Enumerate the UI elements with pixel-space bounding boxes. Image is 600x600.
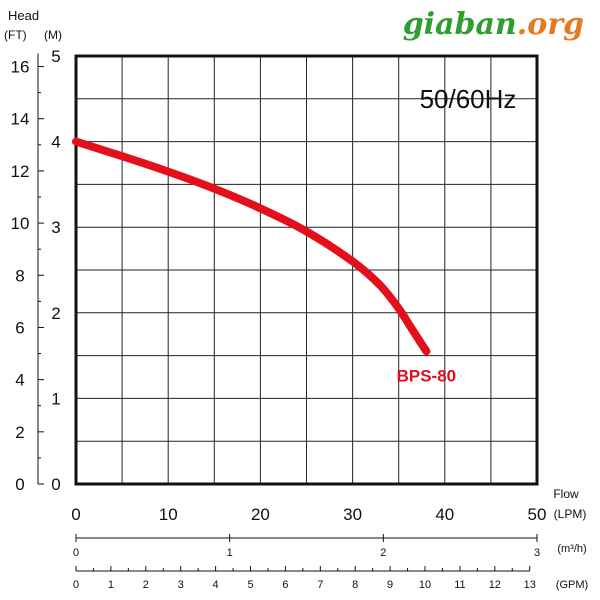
series-line-bps-80 <box>72 137 431 356</box>
head-ft-tick-label: 8 <box>15 266 24 285</box>
head-ft-unit: (FT) <box>4 28 27 42</box>
flow-lpm-tick-label: 40 <box>435 505 454 524</box>
head-ft-tick-label: 14 <box>11 110 30 129</box>
flow-axis-label: Flow <box>553 487 579 501</box>
flow-gpm-tick-label: 12 <box>489 579 501 591</box>
head-m-tick-label: 2 <box>51 304 60 323</box>
flow-lpm-tick-label: 30 <box>343 505 362 524</box>
flow-gpm-tick-label: 0 <box>73 579 79 591</box>
logo-suffix: .org <box>516 7 584 42</box>
head-ft-tick-label: 6 <box>15 318 24 337</box>
flow-gpm-tick-label: 7 <box>317 579 323 591</box>
flow-m3h-tick-label: 3 <box>534 547 540 559</box>
flow-gpm-tick-label: 1 <box>108 579 114 591</box>
flow-lpm-tick-label: 50 <box>528 505 547 524</box>
flow-m3h-tick-label: 0 <box>73 547 79 559</box>
flow-gpm-tick-label: 3 <box>178 579 184 591</box>
head-ft-tick-label: 16 <box>11 58 30 77</box>
head-m-tick-label: 0 <box>51 475 60 494</box>
head-ft-tick-label: 4 <box>15 371 24 390</box>
head-axis-label: Head <box>8 8 39 23</box>
head-ft-tick-label: 0 <box>15 475 24 494</box>
flow-gpm-tick-label: 10 <box>419 579 431 591</box>
flow-m3h-tick-label: 2 <box>380 547 386 559</box>
giaban-logo: giaban.org <box>403 10 584 40</box>
logo-text: giaban <box>402 7 517 42</box>
flow-gpm-tick-label: 11 <box>454 579 465 591</box>
head-ft-tick-label: 12 <box>11 162 30 181</box>
flow-lpm-tick-label: 0 <box>71 505 80 524</box>
flow-lpm-tick-label: 20 <box>251 505 270 524</box>
chart-title: 50/60Hz <box>420 84 517 114</box>
head-m-tick-label: 1 <box>51 389 60 408</box>
head-m-tick-label: 3 <box>51 218 60 237</box>
head-m-unit: (M) <box>44 28 62 42</box>
flow-gpm-tick-label: 2 <box>143 579 149 591</box>
flow-gpm-unit: (GPM) <box>556 579 588 591</box>
head-ft-tick-label: 10 <box>11 214 30 233</box>
flow-m3h-unit: (m³/h) <box>557 543 586 555</box>
flow-gpm-tick-label: 13 <box>524 579 536 591</box>
series-label-bps-80: BPS-80 <box>397 366 457 385</box>
flow-gpm-tick-label: 4 <box>213 579 219 591</box>
head-m-tick-label: 4 <box>51 133 60 152</box>
flow-gpm-tick-label: 5 <box>247 579 253 591</box>
flow-m3h-tick-label: 1 <box>227 547 233 559</box>
flow-gpm-tick-label: 6 <box>282 579 288 591</box>
plot-frame <box>74 54 539 486</box>
flow-gpm-tick-label: 9 <box>387 579 393 591</box>
head-m-tick-label: 5 <box>51 47 60 66</box>
flow-lpm-tick-label: 10 <box>159 505 178 524</box>
head-ft-tick-label: 2 <box>15 423 24 442</box>
flow-lpm-unit: (LPM) <box>554 507 587 521</box>
flow-gpm-tick-label: 8 <box>352 579 358 591</box>
